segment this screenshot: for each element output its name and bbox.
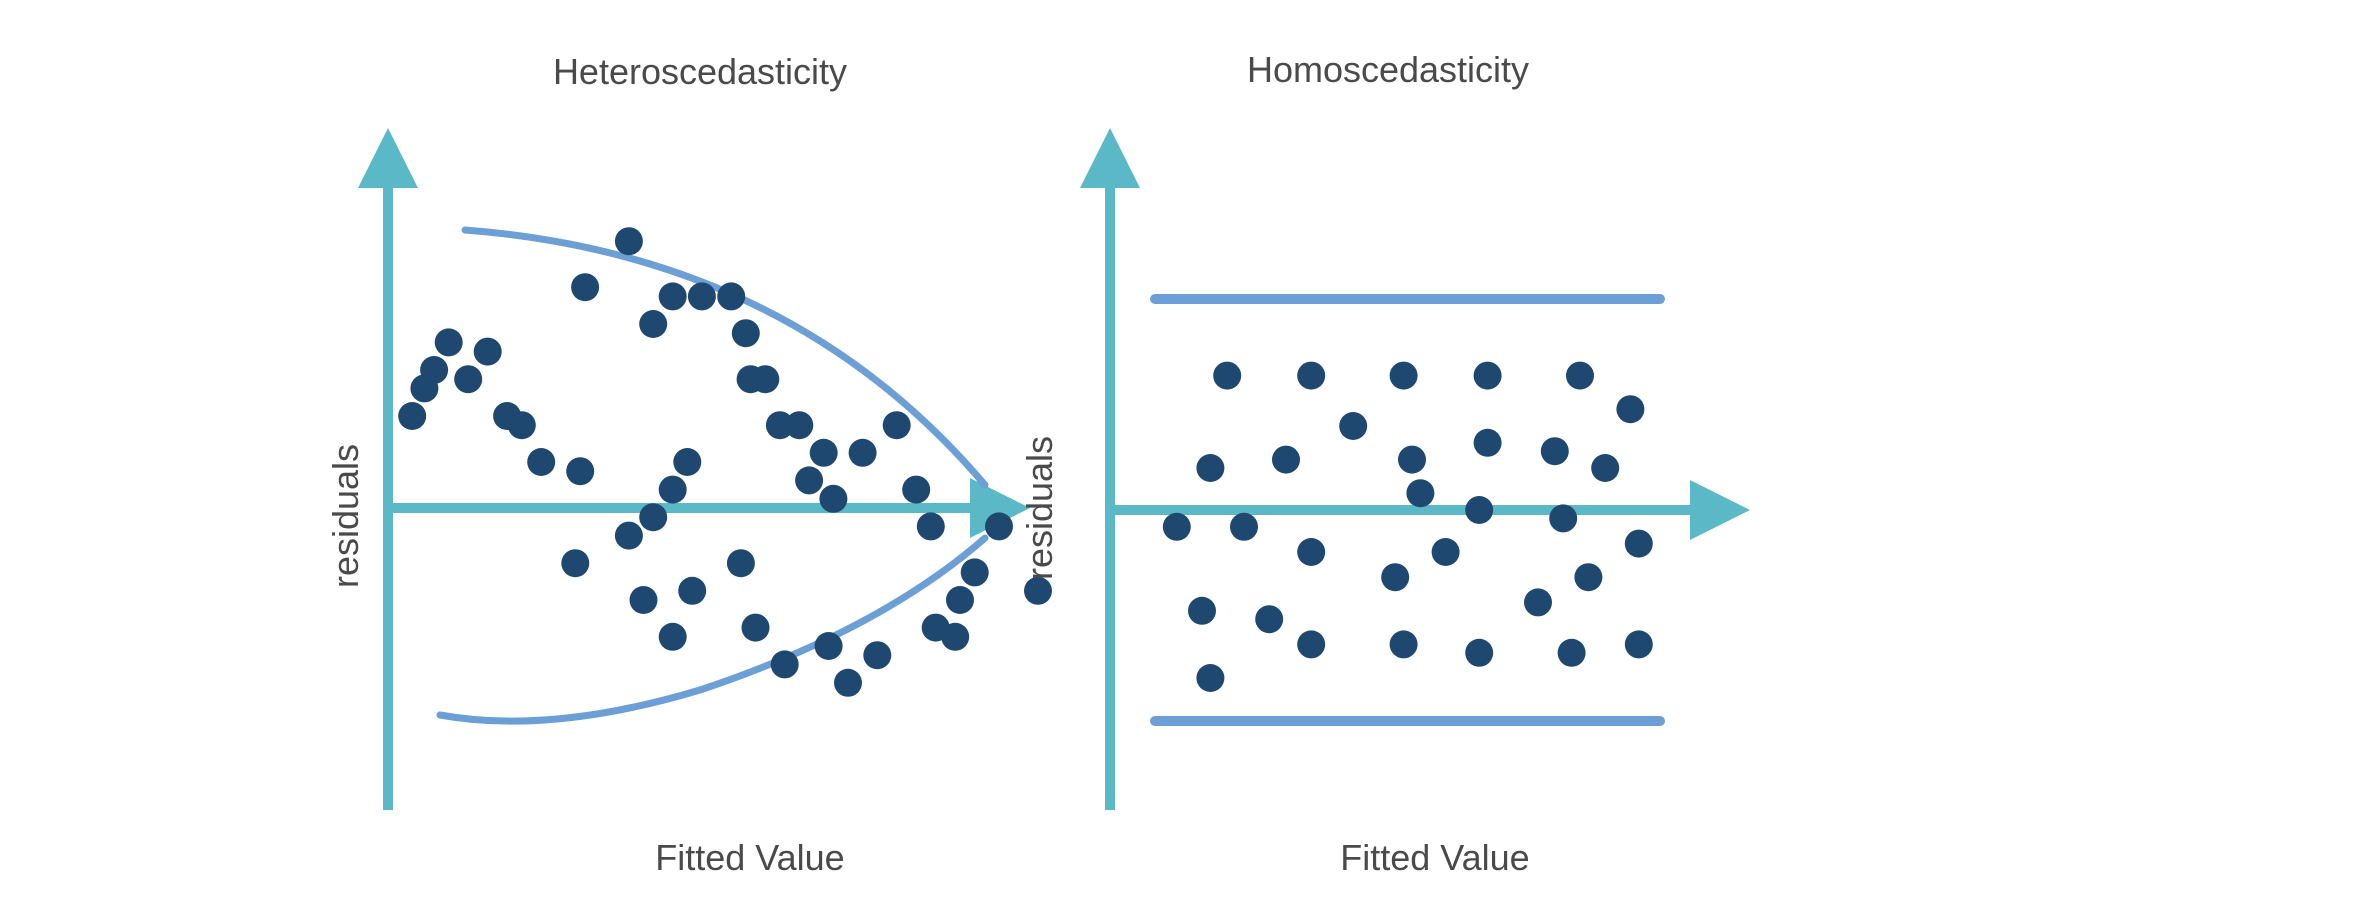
data-point — [673, 448, 702, 476]
data-point — [1524, 588, 1552, 617]
data-point — [814, 632, 843, 660]
data-point — [834, 668, 862, 697]
data-point — [863, 641, 892, 670]
data-point — [941, 622, 970, 651]
data-point — [420, 356, 449, 384]
data-point — [848, 438, 877, 467]
data-point — [1473, 361, 1502, 390]
panel-title: Heteroscedasticity — [553, 51, 847, 92]
data-point — [1557, 638, 1586, 667]
data-point — [1616, 395, 1645, 424]
data-point — [527, 448, 556, 476]
panel-title: Homoscedasticity — [1247, 49, 1529, 90]
data-point — [731, 319, 760, 348]
data-point — [1381, 563, 1410, 592]
data-point — [658, 475, 687, 504]
point-group — [398, 227, 1052, 697]
panel-heteroscedasticity: Heteroscedasticity residuals Fitted Valu… — [325, 51, 1052, 878]
data-point — [434, 328, 463, 357]
data-point — [687, 282, 716, 311]
data-point — [614, 521, 643, 550]
data-point — [639, 503, 668, 532]
data-point — [1196, 454, 1225, 482]
data-point — [902, 475, 931, 504]
data-point — [629, 586, 658, 614]
data-point — [658, 282, 687, 311]
data-point — [882, 411, 911, 440]
data-point — [1297, 361, 1326, 390]
data-point — [1574, 563, 1603, 592]
data-point — [741, 613, 770, 642]
data-point — [770, 650, 799, 679]
data-point — [1591, 454, 1620, 482]
upper-envelope-curve — [461, 226, 989, 489]
data-point — [1389, 630, 1418, 659]
data-point — [1431, 538, 1460, 566]
data-point — [1406, 479, 1435, 508]
data-point — [507, 411, 536, 440]
data-point — [639, 310, 668, 338]
data-point — [1624, 630, 1653, 659]
data-point — [561, 549, 590, 578]
y-axis-label: residuals — [1019, 436, 1060, 580]
data-point — [765, 411, 794, 440]
data-point — [785, 411, 814, 440]
data-point — [1255, 605, 1284, 634]
data-point — [571, 273, 600, 302]
data-point — [658, 622, 687, 651]
data-point — [1389, 361, 1418, 390]
data-point — [1339, 412, 1368, 440]
data-point — [398, 402, 427, 430]
data-point — [1624, 529, 1653, 558]
data-point — [1465, 638, 1494, 667]
data-point — [1196, 664, 1225, 692]
data-point — [454, 365, 483, 394]
data-point — [1540, 437, 1569, 466]
data-point — [566, 457, 595, 486]
data-point — [614, 227, 643, 256]
data-point — [1297, 630, 1326, 659]
data-point — [717, 282, 746, 311]
data-point — [736, 365, 765, 394]
data-point — [473, 337, 502, 366]
data-point — [1465, 496, 1494, 524]
x-axis-label: Fitted Value — [655, 837, 844, 878]
point-group — [1162, 361, 1653, 692]
data-point — [1473, 428, 1502, 457]
data-point — [1272, 445, 1300, 474]
data-point — [795, 466, 824, 495]
data-point — [985, 512, 1013, 541]
data-point — [1188, 596, 1216, 625]
data-point — [1549, 504, 1578, 533]
data-point — [1024, 576, 1052, 605]
data-point — [678, 576, 707, 605]
data-point — [916, 512, 945, 541]
data-point — [1162, 512, 1191, 541]
data-point — [1398, 445, 1426, 474]
data-point — [946, 586, 974, 614]
panel-homoscedasticity: Homoscedasticity residuals Fitted Value — [1019, 49, 1750, 878]
data-point — [1230, 512, 1258, 541]
data-point — [726, 549, 755, 578]
data-point — [819, 484, 848, 513]
lower-envelope-curve — [436, 534, 989, 725]
data-point — [960, 558, 989, 587]
y-axis-label: residuals — [325, 444, 366, 588]
x-axis-label: Fitted Value — [1340, 837, 1529, 878]
data-point — [809, 438, 838, 467]
data-point — [1297, 538, 1326, 566]
data-point — [1566, 361, 1594, 390]
data-point — [1213, 361, 1242, 390]
